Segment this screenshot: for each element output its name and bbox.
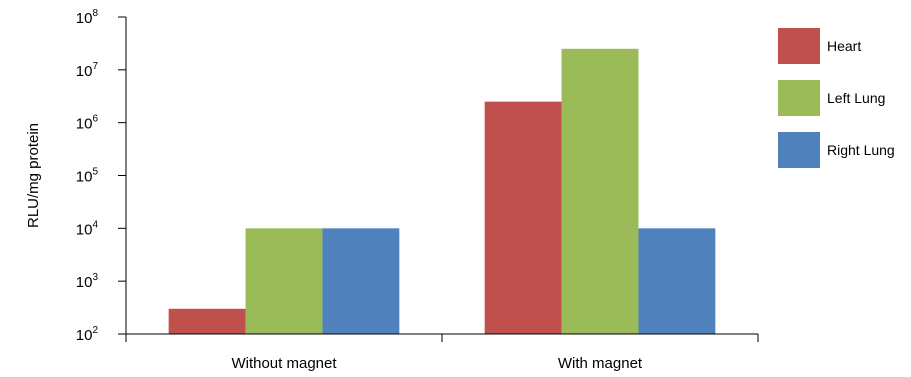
y-tick-label: 106 [76,114,99,133]
bar-right-lung [322,228,400,334]
y-ticks-group: 102 103 104 105 106 107 108 [76,8,126,344]
bar-left-lung [245,228,323,334]
y-tick-label: 103 [76,272,99,291]
y-axis-label: RLU/mg protein [25,123,42,228]
legend-swatch [778,132,820,168]
y-tick-label: 104 [76,219,99,238]
legend-swatch [778,28,820,64]
bar-heart [168,308,246,334]
bars-group [168,48,716,334]
y-tick-label: 108 [76,8,99,27]
bar-heart [484,101,562,334]
legend: Heart Left Lung Right Lung [778,28,895,168]
legend-label: Left Lung [827,90,885,106]
x-category-label: With magnet [558,355,643,372]
bar-right-lung [638,228,716,334]
legend-label: Right Lung [827,142,895,158]
legend-swatch [778,80,820,116]
legend-label: Heart [827,38,861,54]
x-ticks-group: Without magnet With magnet [125,334,759,372]
bar-left-lung [561,48,639,334]
y-tick-label: 102 [76,325,99,344]
y-tick-label: 107 [76,61,99,80]
x-category-label: Without magnet [231,355,337,372]
y-tick-label: 105 [76,167,99,186]
